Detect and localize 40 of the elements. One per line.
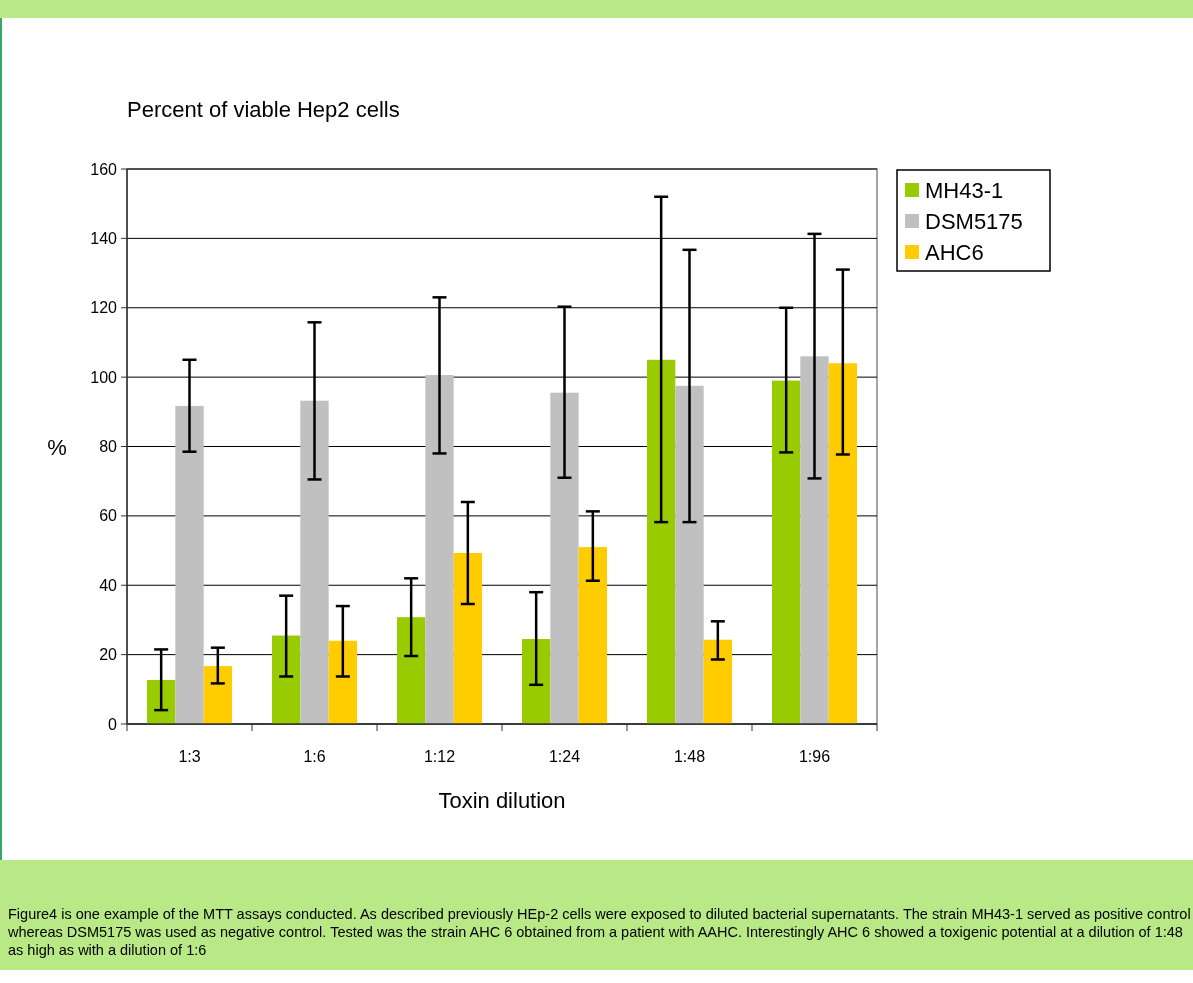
bar bbox=[175, 405, 204, 724]
bar bbox=[328, 640, 357, 724]
bar bbox=[397, 617, 426, 724]
bar bbox=[800, 356, 829, 724]
legend-label: AHC6 bbox=[925, 239, 984, 265]
bar bbox=[522, 639, 551, 724]
y-tick-label: 80 bbox=[99, 438, 118, 456]
bar bbox=[300, 400, 329, 724]
y-tick-label: 40 bbox=[99, 576, 118, 594]
bar bbox=[272, 635, 301, 724]
bar bbox=[772, 380, 801, 724]
x-tick-label: 1:96 bbox=[798, 748, 831, 765]
y-tick-label: 60 bbox=[99, 507, 118, 525]
bar bbox=[647, 359, 676, 724]
y-axis-title: % bbox=[47, 435, 67, 460]
caption: Figure4 is one example of the MTT assays conducted. As described previously HEp-2 cells were exposed to diluted bacterial supernatants. The strain MH43-1 served as positive control whereas DSM5175 was used as negative control. Tested was the strain AHC 6 obtained from a patient with AAHC. Interestingly AHC 6 showed a toxigenic potential at a dilution of 1:48 as high as with a dilution of 1:6 bbox=[8, 905, 1191, 959]
x-tick-label: 1:3 bbox=[178, 748, 201, 765]
x-tick-label: 1:48 bbox=[673, 748, 706, 765]
y-tick-label: 160 bbox=[90, 160, 118, 178]
bar bbox=[425, 375, 454, 724]
bar bbox=[703, 639, 732, 724]
y-tick-label: 100 bbox=[90, 368, 118, 386]
bar bbox=[203, 666, 232, 724]
legend-label: DSM5175 bbox=[925, 208, 1023, 234]
bar bbox=[147, 679, 176, 724]
x-tick-label: 1:6 bbox=[303, 748, 326, 765]
x-tick-label: 1:24 bbox=[548, 748, 581, 765]
bar bbox=[828, 363, 857, 724]
legend-label: MH43-1 bbox=[925, 177, 1004, 203]
bar bbox=[453, 552, 482, 724]
x-tick-label: 1:12 bbox=[423, 748, 456, 765]
bar bbox=[550, 392, 579, 724]
y-tick-label: 20 bbox=[99, 646, 118, 664]
chart-title: Percent of viable Hep2 cells bbox=[127, 97, 400, 122]
y-tick-label: 140 bbox=[90, 229, 118, 247]
y-tick-label: 0 bbox=[108, 715, 118, 733]
bar bbox=[578, 547, 607, 724]
y-tick-label: 120 bbox=[90, 299, 118, 317]
x-axis-title: Toxin dilution bbox=[438, 788, 566, 813]
bar bbox=[675, 385, 704, 724]
